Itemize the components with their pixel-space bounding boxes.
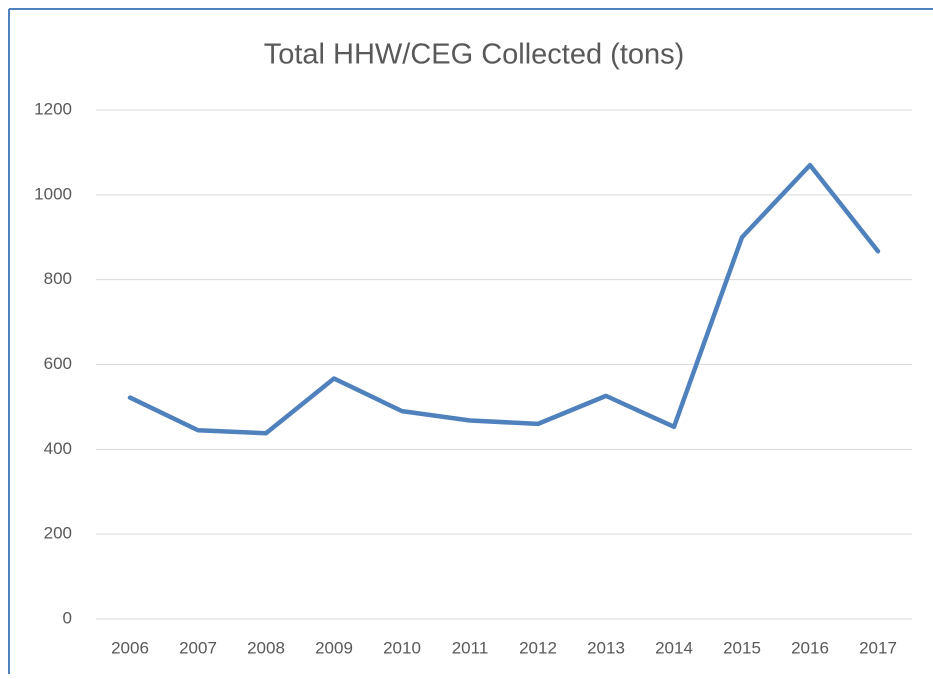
x-tick-label: 2013 bbox=[587, 638, 625, 657]
chart-title: Total HHW/CEG Collected (tons) bbox=[264, 39, 685, 71]
y-tick-label: 200 bbox=[44, 524, 72, 543]
x-tick-label: 2010 bbox=[383, 638, 421, 657]
data-line bbox=[127, 162, 881, 436]
y-tick-label: 600 bbox=[44, 354, 72, 373]
x-tick-label: 2006 bbox=[111, 638, 149, 657]
x-tick-label: 2016 bbox=[791, 638, 829, 657]
x-tick-label: 2014 bbox=[655, 638, 693, 657]
y-tick-label: 800 bbox=[44, 269, 72, 288]
x-tick-label: 2017 bbox=[859, 638, 897, 657]
x-tick-label: 2012 bbox=[519, 638, 557, 657]
y-tick-label: 0 bbox=[63, 608, 72, 627]
x-tick-label: 2009 bbox=[315, 638, 353, 657]
x-tick-label: 2015 bbox=[723, 638, 761, 657]
x-tick-label: 2007 bbox=[179, 638, 217, 657]
y-tick-label: 1000 bbox=[34, 184, 72, 203]
y-tick-label: 1200 bbox=[34, 99, 72, 118]
x-tick-label: 2011 bbox=[452, 638, 489, 657]
x-tick-label: 2008 bbox=[247, 638, 285, 657]
y-tick-label: 400 bbox=[44, 439, 72, 458]
